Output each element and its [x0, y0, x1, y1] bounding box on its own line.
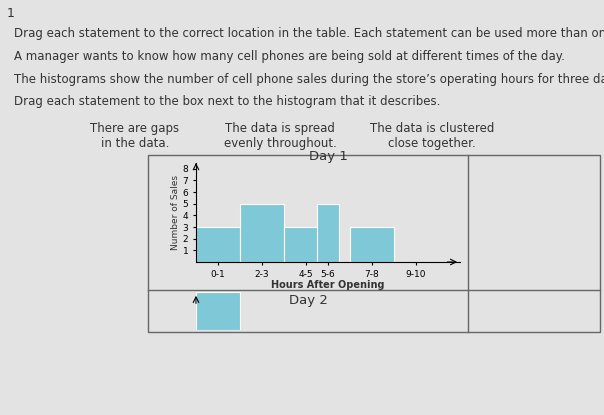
Text: Day 2: Day 2: [289, 294, 327, 307]
Text: The data is clustered: The data is clustered: [370, 122, 494, 135]
Text: in the data.: in the data.: [101, 137, 169, 150]
Bar: [196, 292, 240, 330]
Text: A manager wants to know how many cell phones are being sold at different times o: A manager wants to know how many cell ph…: [14, 50, 565, 63]
Bar: [196, 227, 240, 262]
Bar: [350, 227, 394, 262]
Bar: [148, 155, 600, 332]
Bar: [240, 204, 284, 262]
Bar: [284, 227, 328, 262]
Y-axis label: Number of Sales: Number of Sales: [171, 175, 180, 250]
Text: evenly throughout.: evenly throughout.: [223, 137, 336, 150]
Bar: [317, 204, 339, 262]
Text: Drag each statement to the correct location in the table. Each statement can be : Drag each statement to the correct locat…: [14, 27, 604, 40]
Text: close together.: close together.: [388, 137, 476, 150]
Text: Drag each statement to the box next to the histogram that it describes.: Drag each statement to the box next to t…: [14, 95, 440, 108]
Title: Day 1: Day 1: [309, 150, 347, 163]
Text: There are gaps: There are gaps: [91, 122, 179, 135]
Text: 1: 1: [7, 7, 15, 20]
Text: The histograms show the number of cell phone sales during the store’s operating : The histograms show the number of cell p…: [14, 73, 604, 86]
Text: The data is spread: The data is spread: [225, 122, 335, 135]
X-axis label: Hours After Opening: Hours After Opening: [271, 280, 385, 290]
